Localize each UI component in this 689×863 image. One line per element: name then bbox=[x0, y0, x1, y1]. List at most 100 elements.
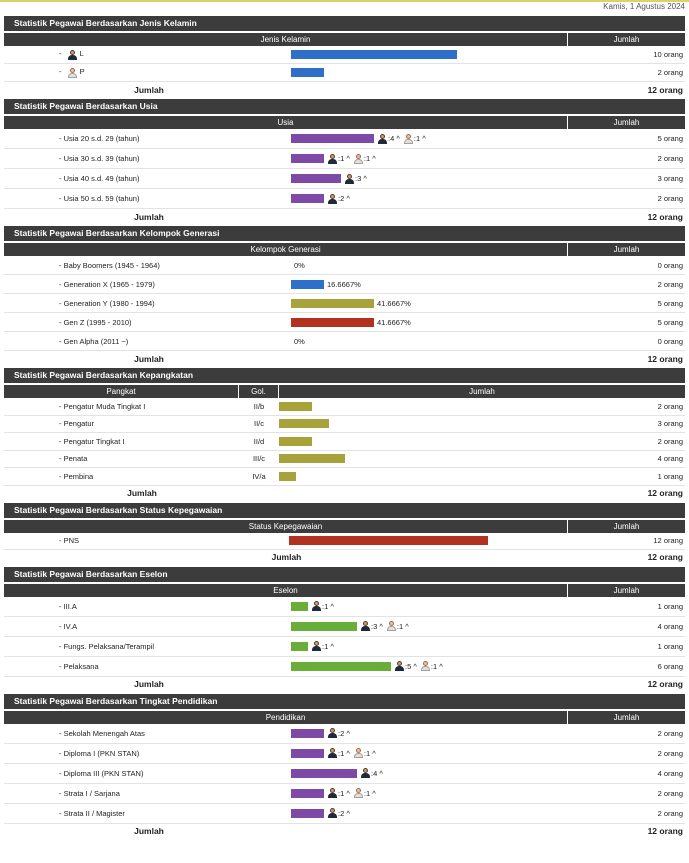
male-icon bbox=[312, 601, 321, 611]
row-bullet: - bbox=[59, 641, 64, 651]
female-count: :1 ^ bbox=[363, 748, 376, 758]
header-col1: Jenis Kelamin bbox=[4, 33, 568, 46]
head-shape bbox=[363, 768, 368, 773]
male-icon bbox=[378, 133, 387, 144]
bar-cell: :3 ^ bbox=[291, 173, 591, 184]
row-label-text: Penata bbox=[63, 454, 88, 464]
bar-fill bbox=[291, 68, 324, 77]
male-count: :1 ^ bbox=[338, 154, 350, 163]
total-label: Jumlah bbox=[134, 211, 164, 222]
row-label-text: Diploma III (PKN STAN) bbox=[63, 768, 144, 778]
row-bullet: - bbox=[59, 808, 64, 818]
total-value: 12 orang bbox=[647, 488, 683, 498]
body-shape bbox=[67, 72, 77, 78]
row-bullet: - bbox=[59, 536, 64, 545]
bar-cell: :1 ^:1 ^ bbox=[291, 153, 591, 164]
section-title-rank: Statistik Pegawai Berdasarkan Kepangkata… bbox=[4, 368, 685, 383]
bar-fill bbox=[291, 661, 391, 671]
row-bullet: - bbox=[59, 454, 64, 464]
body-shape bbox=[328, 753, 337, 758]
bar-fill bbox=[279, 401, 312, 411]
total-row-gen: Jumlah 12 orang bbox=[4, 351, 685, 366]
header-col1: Pendidikan bbox=[4, 710, 568, 724]
row-bullet: - bbox=[59, 419, 64, 429]
table-row: - Strata II / Magister:2 ^ 2 orang bbox=[4, 804, 685, 824]
male-icon bbox=[361, 621, 370, 631]
bar-cell: :3 ^ :1 ^ bbox=[291, 621, 591, 631]
row-count: 4 orang bbox=[657, 454, 683, 464]
male-icon bbox=[312, 641, 321, 651]
bar-cell: :1 ^ bbox=[291, 641, 591, 651]
row-bullet: - bbox=[59, 788, 64, 798]
head-shape bbox=[69, 67, 75, 73]
table-row: - Diploma I (PKN STAN):1 ^:1 ^ 2 orang bbox=[4, 744, 685, 764]
male-count: :2 ^ bbox=[338, 728, 350, 738]
head-shape bbox=[355, 748, 361, 753]
row-count: 2 orang bbox=[657, 68, 683, 77]
row-label-text: Usia 40 s.d. 49 (tahun) bbox=[63, 174, 140, 183]
male-icon bbox=[345, 173, 354, 184]
row-bullet: - bbox=[59, 174, 64, 183]
bar-cell: :2 ^ bbox=[291, 193, 591, 204]
header-col2: Jumlah bbox=[613, 118, 640, 127]
bar-fill bbox=[291, 601, 308, 611]
bar-fill bbox=[291, 317, 374, 327]
body-shape bbox=[361, 773, 370, 778]
row-count: 2 orang bbox=[657, 728, 683, 738]
row-label: - Pengatur Muda Tingkat I bbox=[4, 402, 239, 411]
male-icon bbox=[361, 768, 370, 778]
row-count: 5 orang bbox=[657, 317, 683, 327]
head-shape bbox=[355, 788, 361, 793]
bar-cell: :1 ^:1 ^ bbox=[291, 748, 591, 758]
body-shape bbox=[361, 626, 370, 631]
table-row: - Pelaksana:5 ^:1 ^ 6 orang bbox=[4, 657, 685, 677]
row-bullet: - bbox=[59, 279, 64, 289]
total-label: Jumlah bbox=[271, 552, 302, 562]
row-label: - Pengatur bbox=[4, 419, 239, 428]
percentage-label: 41.6667% bbox=[377, 317, 411, 327]
row-bullet: - bbox=[59, 260, 64, 270]
table-header-status: Status Kepegawaian Jumlah bbox=[4, 519, 685, 533]
header-col1: Eselon bbox=[4, 583, 568, 597]
row-label-text: Usia 30 s.d. 39 (tahun) bbox=[63, 154, 140, 163]
body-shape bbox=[378, 138, 387, 144]
row-label-text: Diploma I (PKN STAN) bbox=[63, 748, 140, 758]
body-shape bbox=[312, 646, 321, 651]
bar-cell: 16.6667% bbox=[291, 279, 591, 289]
male-count: :3 ^ bbox=[371, 621, 383, 631]
male-icon bbox=[395, 661, 404, 671]
body-shape bbox=[353, 793, 363, 798]
row-bullet: - bbox=[59, 748, 64, 758]
bar-cell: 0% bbox=[291, 261, 591, 270]
rank-group: II/b bbox=[253, 401, 265, 411]
total-row-rank: Jumlah 12 orang bbox=[4, 486, 685, 501]
header-col2: Jumlah bbox=[613, 712, 640, 722]
male-count: :3 ^ bbox=[355, 174, 367, 183]
bar-fill bbox=[291, 808, 324, 818]
head-shape bbox=[69, 49, 75, 55]
row-label-text: Usia 50 s.d. 59 (tahun) bbox=[63, 194, 140, 203]
body-shape bbox=[345, 178, 354, 184]
body-shape bbox=[420, 666, 430, 671]
male-count: :1 ^ bbox=[338, 788, 350, 798]
female-count: :1 ^ bbox=[396, 621, 409, 631]
percentage-label: 0% bbox=[294, 260, 305, 270]
male-count: :2 ^ bbox=[338, 808, 350, 818]
header-col2: Jumlah bbox=[613, 585, 640, 595]
total-row-eselon: Jumlah 12 orang bbox=[4, 677, 685, 692]
bar-cell: :2 ^ bbox=[291, 808, 591, 818]
percentage-label: 0% bbox=[294, 336, 305, 346]
row-count: 10 orang bbox=[653, 50, 683, 59]
table-row: - Gen Alpha (2011 ~) 0% 0 orang bbox=[4, 332, 685, 351]
total-label: Jumlah bbox=[127, 488, 157, 498]
table-row: - PNS 12 orang bbox=[4, 533, 685, 550]
male-count: :4 ^ bbox=[388, 134, 400, 143]
row-label: - Usia 50 s.d. 59 (tahun) bbox=[4, 194, 291, 203]
section-title-gen: Statistik Pegawai Berdasarkan Kelompok G… bbox=[4, 226, 685, 241]
head-shape bbox=[355, 153, 361, 159]
body-shape bbox=[353, 158, 363, 164]
male-icon bbox=[67, 49, 77, 60]
row-bullet: - bbox=[59, 317, 64, 327]
head-shape bbox=[330, 153, 335, 159]
table-row: - Baby Boomers (1945 - 1964) 0% 0 orang bbox=[4, 256, 685, 275]
